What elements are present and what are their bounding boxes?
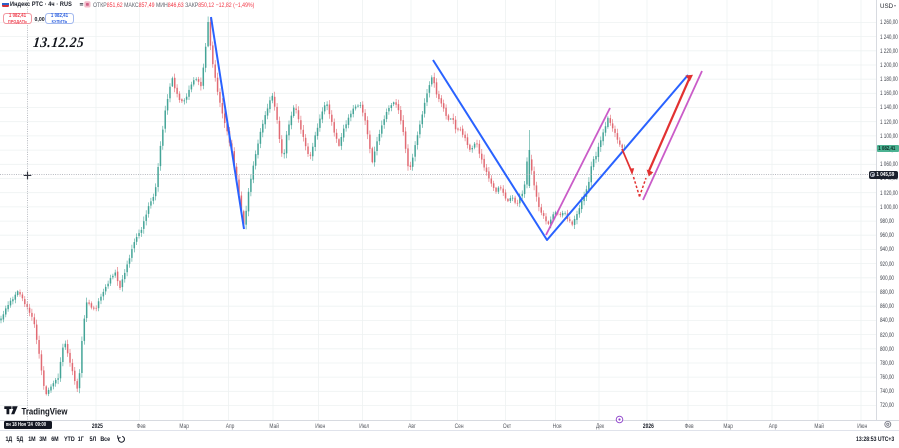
svg-text:TradingView: TradingView xyxy=(22,406,68,416)
